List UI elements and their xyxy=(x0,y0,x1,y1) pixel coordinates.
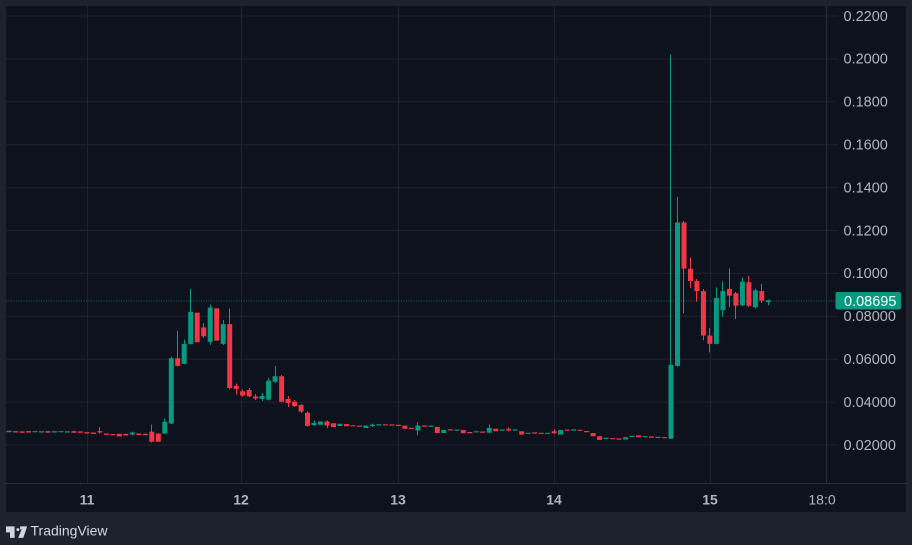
svg-text:0.2000: 0.2000 xyxy=(844,52,888,68)
svg-text:15: 15 xyxy=(702,492,718,508)
svg-text:0.1800: 0.1800 xyxy=(844,95,888,111)
svg-text:11: 11 xyxy=(80,492,95,508)
svg-text:0.06000: 0.06000 xyxy=(844,352,896,368)
svg-text:13: 13 xyxy=(390,492,406,508)
svg-text:0.2200: 0.2200 xyxy=(844,9,888,25)
svg-text:0.04000: 0.04000 xyxy=(844,395,896,411)
svg-text:0.08000: 0.08000 xyxy=(844,309,896,325)
svg-text:12: 12 xyxy=(233,492,249,508)
svg-text:0.02000: 0.02000 xyxy=(844,438,896,454)
svg-text:0.1000: 0.1000 xyxy=(844,266,888,282)
svg-text:18:0: 18:0 xyxy=(808,492,835,508)
svg-text:14: 14 xyxy=(546,492,562,508)
svg-text:0.1400: 0.1400 xyxy=(844,180,888,196)
svg-text:0.1200: 0.1200 xyxy=(844,223,888,239)
svg-text:0.08695: 0.08695 xyxy=(844,294,896,310)
svg-text:TradingView: TradingView xyxy=(31,523,109,539)
svg-text:0.1600: 0.1600 xyxy=(844,138,888,154)
